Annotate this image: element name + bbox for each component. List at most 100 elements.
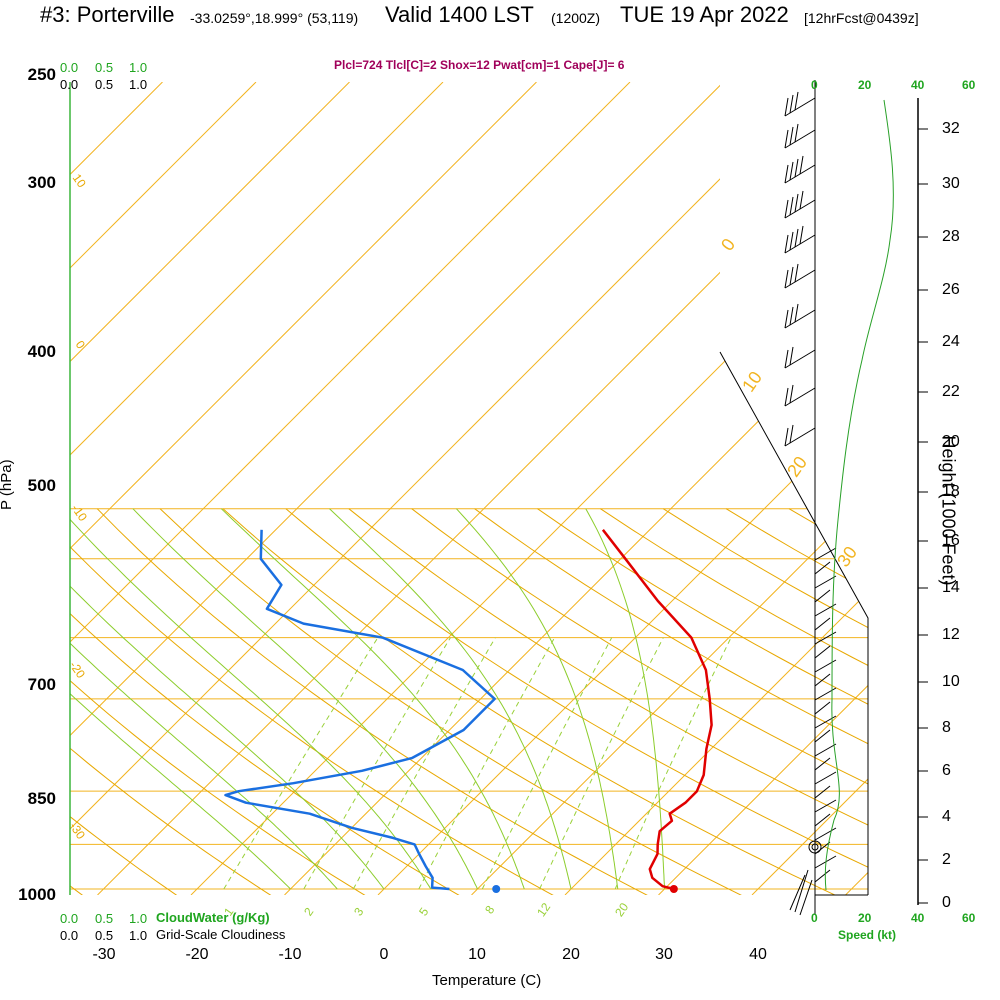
wind-barb-low: [814, 617, 831, 631]
mixing-ratio-line: [418, 637, 555, 890]
wind-barb: [784, 263, 816, 289]
height-tick-28: 28: [942, 228, 960, 245]
pressure-tick-300: 300: [27, 173, 56, 192]
dry-adiabat: [851, 508, 868, 895]
wind-barb-low: [814, 659, 837, 673]
isotherm-line: [70, 82, 444, 895]
cloudiness-bottom-0: 0.0: [60, 928, 79, 943]
wind-barb-low: [814, 701, 831, 715]
height-tick-32: 32: [942, 120, 960, 137]
dry-adiabat: [70, 508, 377, 895]
y-axis-label: P (hPa): [0, 459, 15, 510]
isotherm-line: [70, 82, 537, 895]
cloudwater-scale-0: 0.0: [60, 60, 79, 75]
dry-adiabat: [411, 508, 868, 895]
wind-barb-low: [814, 729, 831, 743]
moist-adiabat: [70, 508, 291, 890]
temperature-profile: [601, 529, 713, 891]
isotherm-line: [284, 82, 868, 895]
wind-barb-low: [814, 799, 837, 813]
height-tick-16: 16: [942, 532, 960, 549]
dry-adiabat: [537, 508, 868, 895]
cloudwater-bottom-2: 1.0: [129, 911, 148, 926]
moist-adiabat: [70, 508, 432, 890]
dry-adiabat: [96, 508, 662, 895]
height-tick-12: 12: [942, 626, 960, 643]
cloudiness-bottom-2: 1.0: [129, 928, 148, 943]
cloudiness-scale-0: 0.0: [60, 77, 79, 92]
cloudwater-scale-2: 1.0: [129, 60, 148, 75]
dry-adiabat: [662, 508, 868, 895]
mixing-label-5: 5: [416, 905, 431, 919]
mixing-ratio-line: [352, 637, 496, 890]
speed-bottom-40: 40: [911, 911, 925, 925]
station-title: #3: Porterville: [40, 2, 175, 27]
isotherm-line: [751, 82, 868, 895]
dry-adiabat: [70, 508, 93, 895]
temp-tick-30: 30: [655, 946, 673, 963]
isotherm-line: [658, 82, 868, 895]
pressure-tick-250: 250: [27, 65, 56, 84]
utc-time: (1200Z): [551, 10, 601, 26]
wind-barb-low: [814, 855, 837, 869]
wind-barb-low: [814, 645, 831, 659]
mixing-ratio-line: [303, 637, 451, 890]
speed-bottom-60: 60: [962, 911, 976, 925]
wind-barb-low: [814, 561, 831, 575]
surface-barb: [789, 869, 813, 916]
cloudwater-scale-1: 0.5: [95, 60, 114, 75]
mixing-label-12: 12: [534, 900, 553, 919]
isotherm-line: [845, 82, 868, 895]
dry-adiabat: [978, 509, 1000, 903]
isotherm-line: [70, 82, 818, 895]
isotherm-label-0: 0: [717, 235, 739, 255]
isotherm-line: [97, 82, 868, 895]
isotherm-label-30: 30: [833, 543, 861, 571]
speed-top-40: 40: [911, 78, 925, 92]
isotherm-line: [70, 82, 350, 895]
wind-barb: [784, 91, 816, 117]
dry-adiabat: [788, 508, 868, 895]
mixing-label-2: 2: [301, 905, 316, 919]
wind-barb: [784, 190, 816, 219]
dry-adiabat: [600, 508, 868, 895]
height-tick-14: 14: [942, 579, 960, 596]
temp-tick-m20: -20: [185, 946, 209, 963]
x-axis-label: Temperature (C): [432, 972, 542, 989]
wind-speed-line: [824, 99, 894, 891]
station-coords: -33.0259°,18.999° (53,119): [190, 10, 359, 26]
dry-adiabat: [159, 508, 757, 895]
speed-top-20: 20: [858, 78, 872, 92]
isotherm-line: [70, 82, 631, 895]
moist-adiabat: [329, 508, 572, 890]
wind-barb: [784, 225, 816, 254]
dry-adiabat: [70, 508, 283, 895]
mixing-ratio-line: [481, 637, 613, 890]
height-tick-30: 30: [942, 175, 960, 192]
forecast-run: [12hrFcst@0439z]: [804, 10, 919, 26]
mixing-ratio-line: [539, 637, 664, 890]
surface-temperature-dot: [669, 885, 678, 893]
isotherm-line: [564, 82, 868, 895]
wind-barb-low: [814, 547, 837, 561]
dry-adiabat: [222, 508, 851, 895]
surface-dewpoint-dot: [492, 885, 501, 893]
speed-bottom-0: 0: [811, 911, 818, 925]
dry-adiabat: [70, 508, 472, 895]
temp-tick-20: 20: [562, 946, 580, 963]
pressure-tick-850: 850: [27, 789, 56, 808]
wind-barb-low: [814, 575, 837, 589]
temp-tick-m30: -30: [92, 946, 116, 963]
dry-adiabat: [725, 508, 868, 895]
height-tick-6: 6: [942, 762, 951, 779]
moist-adiabat: [132, 508, 478, 890]
wind-barb-low: [814, 673, 831, 687]
cloudwater-bottom-1: 0.5: [95, 911, 114, 926]
moist-adiabat: [585, 508, 665, 890]
height-tick-22: 22: [942, 383, 960, 400]
cloudiness-legend: Grid-Scale Cloudiness: [156, 927, 286, 942]
cloudwater-bottom-0: 0.0: [60, 911, 79, 926]
valid-time: Valid 1400 LST: [385, 2, 534, 27]
moist-adiabat: [70, 508, 385, 890]
